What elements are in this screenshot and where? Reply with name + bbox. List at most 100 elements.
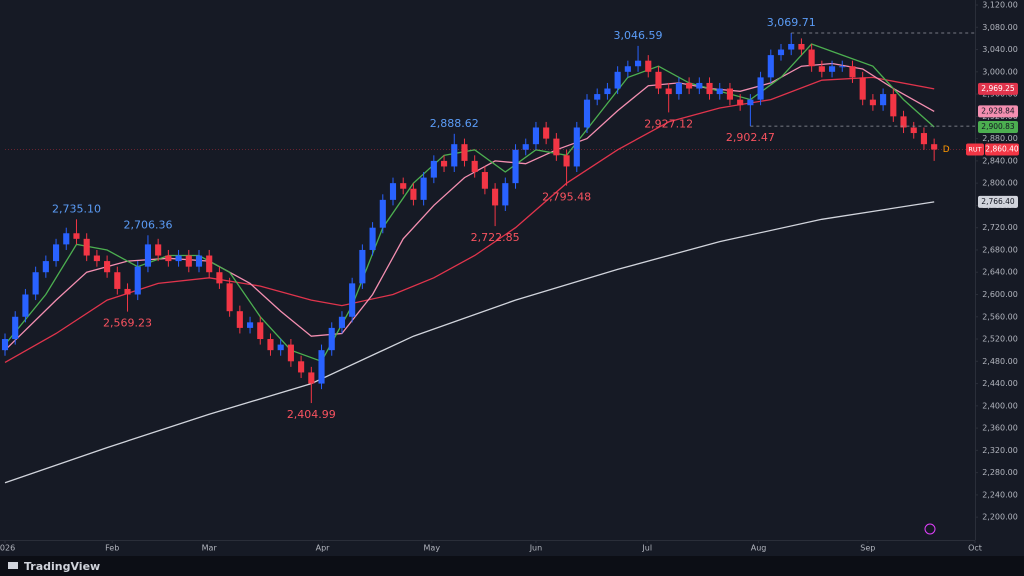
candle-body xyxy=(737,99,744,106)
extreme-label: 2,795.48 xyxy=(542,191,591,204)
candle-body xyxy=(788,43,795,50)
candle-body xyxy=(859,77,866,100)
footer-bar xyxy=(0,556,1024,576)
candle-body xyxy=(553,138,560,156)
candle-body xyxy=(798,43,805,50)
candle-body xyxy=(747,99,754,106)
y-tick-label: 2,720.00 xyxy=(982,223,1018,232)
candle-body xyxy=(328,327,335,351)
x-tick-label: Sep xyxy=(860,544,875,553)
candle-body xyxy=(63,233,70,245)
candle-body xyxy=(706,82,713,95)
last-price-box xyxy=(985,143,1019,156)
candle-body xyxy=(869,99,876,106)
candle-body xyxy=(359,249,366,284)
candle-body xyxy=(114,272,121,289)
y-tick-label: 2,280.00 xyxy=(982,468,1018,477)
x-tick-label: 2026 xyxy=(0,544,15,553)
extreme-label: 2,569.23 xyxy=(103,317,152,330)
y-tick-label: 2,240.00 xyxy=(982,490,1018,499)
y-tick-label: 2,680.00 xyxy=(982,245,1018,254)
x-tick-label: Mar xyxy=(202,544,218,553)
candle-body xyxy=(195,255,203,267)
last-value-label: 2,900.83 xyxy=(981,122,1015,131)
last-value-label: 2,766.40 xyxy=(981,197,1015,206)
candle-body xyxy=(246,322,254,328)
candle-body xyxy=(226,283,233,312)
candle-body xyxy=(645,60,652,72)
candle-body xyxy=(420,177,427,200)
candle-body xyxy=(931,144,938,150)
last-value-box xyxy=(978,195,1018,208)
candle-body xyxy=(634,60,642,67)
moving-average-line xyxy=(4,76,935,363)
candle-body xyxy=(502,183,509,206)
extreme-label: 2,902.47 xyxy=(726,131,775,144)
y-tick-label: 3,080.00 xyxy=(982,23,1018,32)
extreme-label: 3,069.71 xyxy=(767,16,816,29)
candle-body xyxy=(686,82,693,89)
candle-body xyxy=(828,66,836,72)
x-tick-label: Oct xyxy=(968,544,982,553)
candle-body xyxy=(42,261,49,273)
symbol-box xyxy=(966,143,984,156)
candle-body xyxy=(839,66,846,68)
candle-body xyxy=(492,188,499,206)
extreme-label: 2,888.62 xyxy=(430,117,479,130)
candle-body xyxy=(298,361,305,373)
candle-body xyxy=(767,55,774,78)
candle-body xyxy=(12,316,19,340)
candle-body xyxy=(675,82,682,95)
candle-body xyxy=(777,49,785,56)
candle-body xyxy=(920,133,928,145)
candle-body xyxy=(410,188,417,200)
candle-body xyxy=(716,88,723,95)
candle-body xyxy=(124,288,131,295)
candle-body xyxy=(216,272,223,284)
y-tick-label: 2,520.00 xyxy=(982,335,1018,344)
candle-body xyxy=(757,77,764,100)
candle-body xyxy=(267,339,274,351)
y-tick-label: 2,440.00 xyxy=(982,379,1018,388)
alert-icon[interactable] xyxy=(924,523,936,535)
candle-body xyxy=(910,127,917,134)
y-tick-label: 2,360.00 xyxy=(982,424,1018,433)
extreme-label: 3,046.59 xyxy=(614,29,663,42)
symbol-label: RUT xyxy=(968,146,981,154)
candle-body xyxy=(563,155,570,167)
candle-body xyxy=(594,94,601,100)
candle-body xyxy=(481,172,488,189)
candle-body xyxy=(461,144,468,161)
y-tick-label: 2,400.00 xyxy=(982,401,1018,410)
candle-body xyxy=(236,311,243,328)
y-tick-label: 3,040.00 xyxy=(982,45,1018,54)
candle-body xyxy=(104,261,111,273)
y-tick-label: 2,880.00 xyxy=(982,134,1018,143)
y-tick-label: 2,840.00 xyxy=(982,156,1018,165)
candle-body xyxy=(512,149,519,184)
candle-body xyxy=(655,71,662,89)
candle-body xyxy=(900,116,907,128)
candle-body xyxy=(430,160,437,178)
last-value-label: 2,928.84 xyxy=(981,106,1015,115)
chart-background xyxy=(0,0,1024,556)
candle-body xyxy=(573,127,580,167)
extreme-label: 2,722.85 xyxy=(471,231,520,244)
candle-body xyxy=(696,82,703,89)
marker-label: D xyxy=(943,145,950,155)
x-tick-label: Jul xyxy=(641,544,652,553)
candle-body xyxy=(400,183,407,189)
candle-body xyxy=(73,233,80,239)
candle-body xyxy=(726,88,734,100)
x-tick-label: Aug xyxy=(751,544,767,553)
x-tick-label: Feb xyxy=(105,544,119,553)
candle-body xyxy=(93,255,100,262)
candle-body xyxy=(155,244,162,256)
candle-body xyxy=(318,350,325,384)
candle-body xyxy=(277,344,284,351)
last-value-box xyxy=(978,82,1018,95)
candle-body xyxy=(389,183,397,200)
y-tick-label: 2,320.00 xyxy=(982,446,1018,455)
y-tick-label: 3,120.00 xyxy=(982,1,1018,10)
